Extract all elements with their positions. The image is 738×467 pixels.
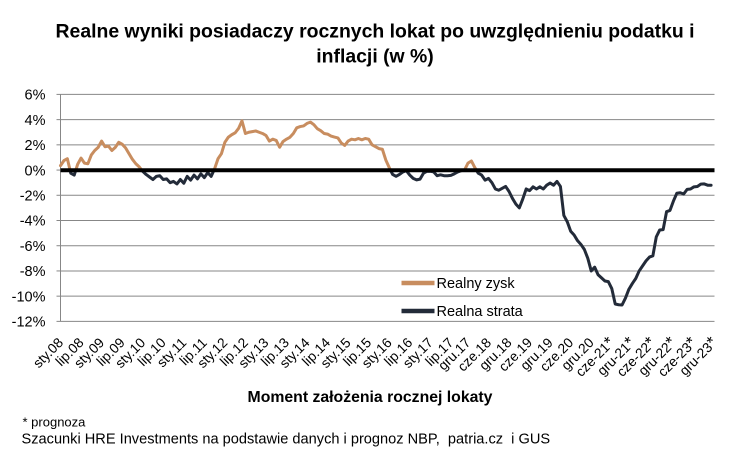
svg-text:-12%: -12% — [12, 315, 46, 331]
svg-text:Realna strata: Realna strata — [437, 304, 524, 320]
svg-text:inflacji (w %): inflacji (w %) — [316, 46, 433, 68]
svg-text:Realny zysk: Realny zysk — [437, 276, 516, 292]
svg-text:-8%: -8% — [20, 264, 46, 280]
svg-text:Realne wyniki posiadaczy roczn: Realne wyniki posiadaczy rocznych lokat … — [56, 21, 695, 43]
svg-text:4%: 4% — [25, 113, 46, 129]
svg-text:6%: 6% — [25, 88, 46, 104]
svg-text:-4%: -4% — [20, 214, 46, 230]
svg-text:Moment założenia rocznej lokat: Moment założenia rocznej lokaty — [248, 389, 493, 406]
svg-text:Szacunki HRE Investments na po: Szacunki HRE Investments na podstawie da… — [22, 432, 551, 448]
svg-text:0%: 0% — [25, 163, 46, 179]
svg-text:2%: 2% — [25, 138, 46, 154]
svg-text:-2%: -2% — [20, 188, 46, 204]
svg-text:-10%: -10% — [12, 289, 46, 305]
svg-text:* prognoza: * prognoza — [23, 415, 87, 430]
svg-text:-6%: -6% — [20, 239, 46, 255]
